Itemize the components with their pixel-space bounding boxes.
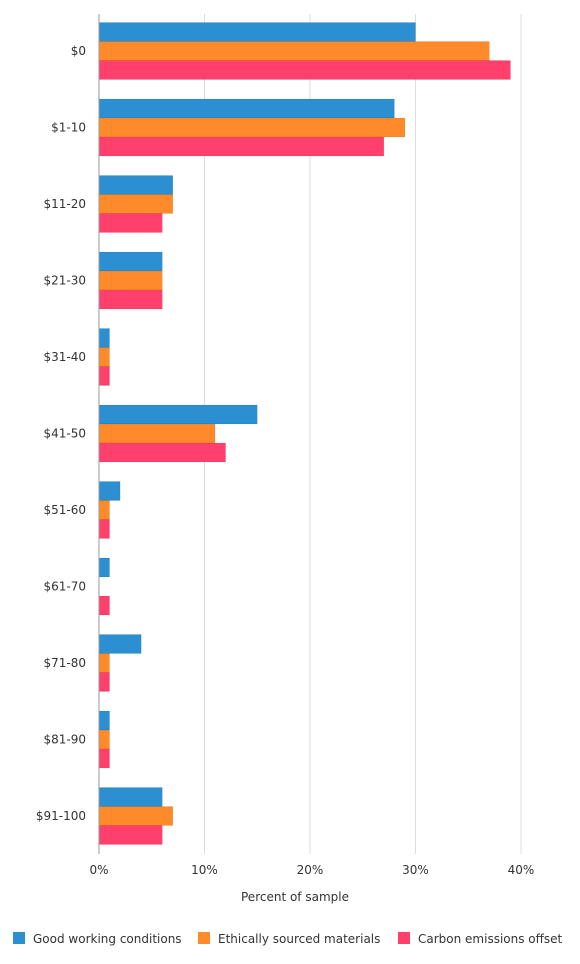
bars (98, 22, 511, 845)
bar-ethically-sourced-materials-51-60 (98, 500, 110, 520)
x-tick-label-30: 30% (402, 863, 429, 877)
bar-carbon-emissions-offset-61-70 (98, 595, 110, 616)
bar-good-working-conditions-0 (98, 22, 416, 42)
bar-carbon-emissions-offset-31-40 (98, 366, 110, 386)
category-label-71-80: $71-80 (43, 656, 86, 670)
bar-carbon-emissions-offset-0 (98, 60, 511, 80)
x-tick-label-20: 20% (297, 863, 324, 877)
category-label-31-40: $31-40 (43, 350, 86, 364)
legend-swatch-ethically-sourced-materials (198, 932, 210, 944)
category-label-61-70: $61-70 (43, 580, 86, 594)
bar-good-working-conditions-1-10 (98, 98, 395, 119)
legend-swatch-good-working-conditions (13, 932, 25, 944)
bar-carbon-emissions-offset-51-60 (98, 519, 110, 539)
category-label-1-10: $1-10 (51, 121, 86, 135)
bar-carbon-emissions-offset-21-30 (98, 289, 163, 310)
bar-good-working-conditions-71-80 (98, 634, 142, 654)
bar-ethically-sourced-materials-81-90 (98, 729, 110, 750)
bar-carbon-emissions-offset-81-90 (98, 748, 110, 769)
category-label-11-20: $11-20 (43, 197, 86, 211)
category-label-51-60: $51-60 (43, 503, 86, 517)
bar-good-working-conditions-91-100 (98, 787, 163, 807)
legend-label-good-working-conditions: Good working conditions (33, 932, 182, 946)
bar-ethically-sourced-materials-11-20 (98, 194, 174, 214)
legend-swatch-carbon-emissions-offset (398, 932, 410, 944)
bar-good-working-conditions-11-20 (98, 175, 174, 195)
category-label-91-100: $91-100 (36, 809, 86, 823)
bar-ethically-sourced-materials-1-10 (98, 117, 406, 138)
bar-good-working-conditions-41-50 (98, 404, 258, 425)
bar-good-working-conditions-51-60 (98, 481, 121, 501)
bar-ethically-sourced-materials-0 (98, 41, 490, 61)
bar-good-working-conditions-81-90 (98, 710, 110, 731)
legend-label-carbon-emissions-offset: Carbon emissions offset (418, 932, 563, 946)
bar-ethically-sourced-materials-41-50 (98, 423, 216, 444)
bar-carbon-emissions-offset-11-20 (98, 213, 163, 233)
bar-good-working-conditions-21-30 (98, 251, 163, 272)
bar-carbon-emissions-offset-71-80 (98, 672, 110, 692)
category-label-21-30: $21-30 (43, 274, 86, 288)
bar-carbon-emissions-offset-91-100 (98, 825, 163, 845)
bar-ethically-sourced-materials-21-30 (98, 270, 163, 291)
bar-ethically-sourced-materials-91-100 (98, 806, 174, 826)
x-axis-title: Percent of sample (241, 890, 349, 904)
bar-carbon-emissions-offset-41-50 (98, 442, 226, 463)
x-tick-label-10: 10% (191, 863, 218, 877)
category-label-41-50: $41-50 (43, 427, 86, 441)
bar-ethically-sourced-materials-71-80 (98, 653, 110, 673)
legend-label-ethically-sourced-materials: Ethically sourced materials (218, 932, 380, 946)
category-label-0: $0 (71, 44, 86, 58)
category-labels: $0 $1-10 $11-20 $21-30 $31-40 $41-50 $51-60 $61… (36, 44, 86, 823)
bar-good-working-conditions-61-70 (98, 557, 110, 578)
x-tick-label-40: 40% (508, 863, 535, 877)
legend: Good working conditions Ethically sourced… (13, 932, 563, 946)
x-tick-labels: 0% 10% 20% 30% 40% (89, 863, 534, 877)
bar-good-working-conditions-31-40 (98, 328, 110, 348)
bar-carbon-emissions-offset-1-10 (98, 136, 385, 157)
x-tick-label-0: 0% (89, 863, 108, 877)
bar-ethically-sourced-materials-31-40 (98, 347, 110, 367)
category-label-81-90: $81-90 (43, 733, 86, 747)
